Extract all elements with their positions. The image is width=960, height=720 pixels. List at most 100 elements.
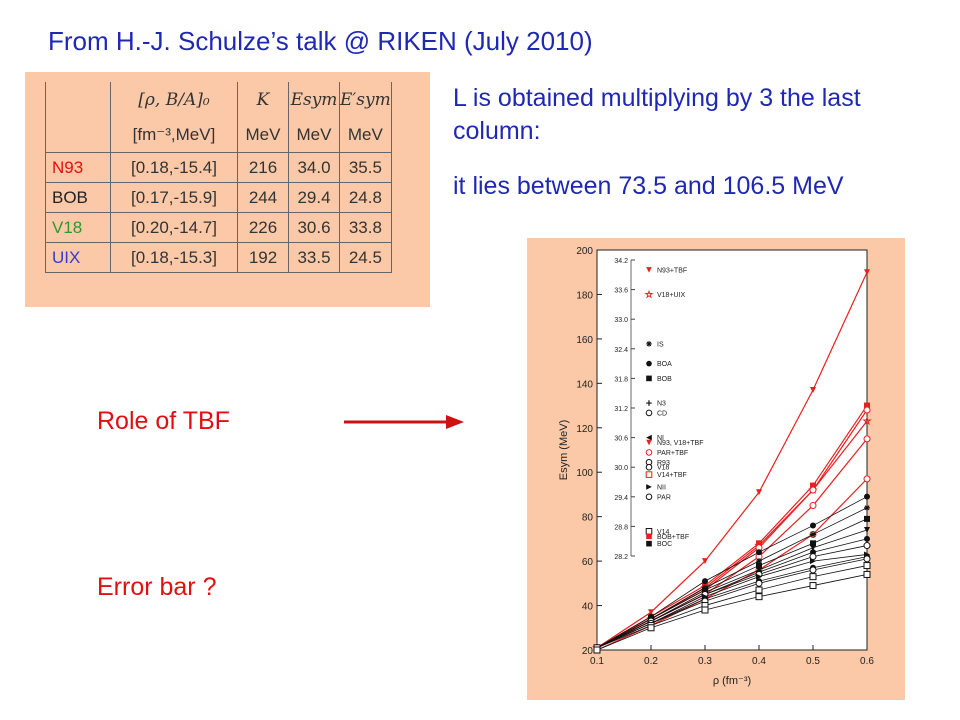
table-cell: [0.18,-15.3] [110, 242, 238, 273]
table-cell: [0.18,-15.4] [110, 152, 238, 183]
data-point [755, 586, 763, 594]
inset-tick-label: 32.4 [614, 347, 628, 354]
data-point [810, 558, 816, 565]
esym-chart-panel: 0.1 0.2 0.3 0.4 0.5 0.6 20 40 60 80 100 120 140 160 18… [527, 238, 905, 700]
data-point [810, 544, 816, 551]
data-point [810, 522, 816, 529]
y-tick-label: 180 [576, 290, 593, 301]
inset-tick-label: 28.2 [614, 554, 628, 561]
table-cell: 35.5 [339, 152, 392, 183]
inset-tick-label: 34.2 [614, 258, 628, 265]
data-point [809, 486, 817, 494]
units-cell-esym: MeV [288, 117, 340, 153]
inset-legend-label: PAR+TBF [657, 450, 688, 457]
role-of-tbf-label: Role of TBF [97, 407, 230, 435]
table-row: BOB [0.17,-15.9] 244 29.4 24.8 [45, 182, 392, 213]
data-point [864, 269, 870, 276]
data-point [646, 267, 652, 273]
table-cell: 29.4 [288, 182, 340, 213]
data-point [756, 558, 762, 565]
units-cell-empty [45, 117, 111, 153]
table-row: N93 [0.18,-15.4] 216 34.0 35.5 [45, 152, 392, 183]
inset-tick-label: 29.4 [614, 495, 628, 502]
data-point [644, 289, 654, 299]
note-line-1: L is obtained multiplying by 3 the last … [453, 84, 861, 145]
header-cell-esym: Esym [288, 82, 340, 117]
x-tick-label: 0.1 [590, 656, 604, 667]
x-tick-label: 0.2 [644, 656, 658, 667]
data-point [863, 435, 871, 443]
data-point [863, 475, 871, 483]
series-curve [596, 518, 868, 649]
data-point [645, 409, 653, 417]
header-cell-esym-prime: E′sym [339, 82, 392, 117]
x-tick-label: 0.5 [806, 656, 820, 667]
data-point [645, 471, 653, 478]
inset-legend-label: BOC [657, 541, 672, 548]
inset-legend-label: N93, V18+TBF [657, 440, 704, 447]
x-tick-label: 0.4 [752, 656, 766, 667]
data-point [864, 504, 870, 511]
header-cell-saturation: [ρ, B/A]₀ [110, 82, 238, 117]
data-point [645, 463, 653, 471]
row-name-uix: UIX [45, 242, 111, 273]
x-axis-label: ρ (fm⁻³) [713, 675, 751, 687]
parameters-table-panel: [ρ, B/A]₀ K Esym E′sym [fm⁻³,MeV] MeV Me… [25, 72, 430, 307]
table-units-row: [fm⁻³,MeV] MeV MeV MeV [45, 117, 392, 153]
series-curve [596, 496, 868, 649]
esym-chart: 0.1 0.2 0.3 0.4 0.5 0.6 20 40 60 80 100 120 140 160 18… [558, 246, 874, 687]
data-point [810, 531, 816, 538]
inset-legend-label: N93+TBF [657, 267, 687, 274]
table-cell: [0.20,-14.7] [110, 212, 238, 243]
inset-legend-label: NI [657, 435, 664, 442]
data-point [646, 341, 652, 347]
data-point [756, 562, 762, 569]
header-cell-empty [45, 82, 111, 117]
y-axis-label: Esym (MeV) [558, 420, 570, 481]
y-tick-label: 20 [582, 646, 594, 657]
data-point [648, 609, 654, 616]
data-point [862, 416, 872, 426]
table-cell: 33.5 [288, 242, 340, 273]
row-name-n93: N93 [45, 152, 111, 183]
note-line-2: it lies between 73.5 and 106.5 MeV [453, 172, 844, 200]
series-curve [596, 545, 868, 649]
data-point [810, 482, 816, 489]
inset-tick-label: 31.2 [614, 406, 628, 413]
inset-legend-label: V14 [657, 529, 670, 536]
data-point [810, 387, 816, 393]
units-cell-saturation: [fm⁻³,MeV] [110, 117, 238, 153]
table-row: UIX [0.18,-15.3] 192 33.5 24.5 [45, 242, 392, 273]
table-cell: [0.17,-15.9] [110, 182, 238, 213]
inset-legend-label: CD [657, 410, 667, 417]
slide-title: From H.-J. Schulze’s talk @ RIKEN (July … [48, 26, 593, 56]
x-tick-label: 0.6 [860, 656, 874, 667]
data-point [646, 533, 652, 540]
inset-legend-label: PAR [657, 494, 671, 501]
inset-legend-label: BOB [657, 376, 672, 383]
parameters-table: [ρ, B/A]₀ K Esym E′sym [fm⁻³,MeV] MeV Me… [45, 82, 392, 273]
table-cell: 216 [237, 152, 289, 183]
data-point [809, 582, 817, 590]
inset-legend-label: BOB+TBF [657, 534, 689, 541]
table-cell: 192 [237, 242, 289, 273]
data-point [756, 549, 762, 556]
y-tick-label: 200 [576, 246, 593, 257]
data-point [645, 528, 653, 535]
data-point [863, 406, 871, 414]
table-cell: 226 [237, 212, 289, 243]
data-point [702, 558, 708, 565]
inset-tick-label: 30.0 [614, 465, 628, 472]
data-point [809, 502, 817, 510]
data-point [863, 562, 871, 570]
inset-legend-label: V18+UIX [657, 292, 686, 299]
inset-tick-label: 33.6 [614, 288, 628, 295]
data-point [863, 542, 871, 550]
inset-legend-label: V14+TBF [657, 472, 687, 479]
table-header-row: [ρ, B/A]₀ K Esym E′sym [45, 82, 392, 117]
series-curve [596, 558, 868, 649]
data-point [809, 566, 817, 574]
y-tick-label: 40 [582, 602, 594, 613]
data-point [864, 527, 870, 533]
data-point [755, 579, 763, 587]
